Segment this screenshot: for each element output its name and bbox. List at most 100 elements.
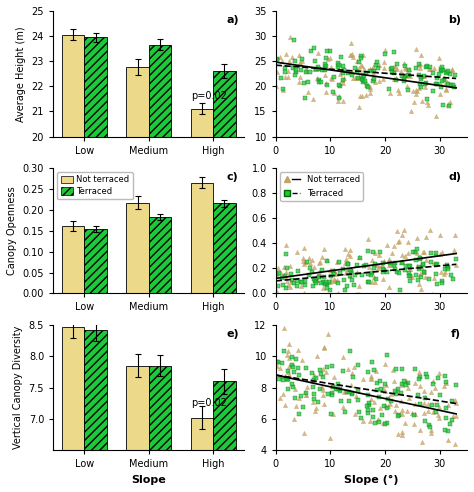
Point — [432, 408, 439, 416]
Point — [294, 346, 301, 354]
Point — [427, 426, 435, 434]
Point — [304, 88, 312, 96]
Point — [329, 267, 337, 275]
Point — [358, 75, 365, 83]
Point — [420, 72, 428, 80]
Point — [398, 405, 406, 413]
Point — [367, 395, 375, 402]
Point — [293, 248, 301, 256]
Point — [318, 253, 326, 261]
Point — [412, 90, 419, 98]
Point — [398, 231, 406, 239]
Point — [417, 254, 424, 262]
Point — [436, 392, 444, 400]
Point — [339, 69, 347, 77]
Point — [377, 248, 384, 256]
Point — [398, 72, 406, 80]
Point — [418, 73, 425, 81]
Point — [354, 397, 361, 404]
Point — [310, 398, 317, 405]
Point — [448, 66, 456, 74]
Point — [285, 362, 293, 369]
Point — [283, 374, 291, 382]
Point — [364, 369, 372, 376]
Text: e): e) — [226, 329, 239, 338]
Point — [451, 231, 458, 239]
Point — [448, 416, 456, 424]
Point — [319, 366, 327, 373]
Point — [365, 83, 372, 91]
Point — [398, 365, 405, 373]
Point — [361, 262, 368, 270]
Point — [290, 369, 298, 376]
Point — [393, 227, 401, 235]
Point — [451, 396, 458, 403]
Point — [359, 375, 367, 383]
Point — [336, 269, 344, 277]
Point — [288, 353, 296, 361]
Point — [433, 74, 441, 82]
Point — [375, 418, 383, 426]
Point — [401, 72, 409, 80]
Point — [355, 362, 362, 369]
Point — [429, 380, 437, 388]
Point — [320, 65, 328, 73]
Point — [295, 395, 303, 402]
Point — [448, 397, 456, 405]
Point — [364, 405, 372, 413]
Point — [375, 251, 383, 259]
Point — [297, 66, 304, 74]
Point — [280, 263, 287, 271]
Point — [277, 74, 285, 82]
Point — [415, 71, 423, 79]
Point — [381, 388, 389, 396]
Point — [355, 103, 363, 111]
Point — [312, 65, 320, 73]
Point — [398, 410, 406, 418]
Point — [388, 397, 395, 405]
Point — [313, 404, 320, 412]
Point — [299, 57, 306, 65]
Point — [334, 385, 342, 393]
Point — [404, 379, 411, 387]
Point — [380, 466, 388, 474]
Point — [347, 266, 355, 274]
Point — [329, 383, 337, 391]
Point — [373, 61, 380, 68]
Point — [411, 365, 419, 373]
Point — [349, 54, 356, 62]
Point — [300, 289, 307, 297]
Point — [354, 74, 361, 82]
Point — [441, 76, 448, 84]
Point — [394, 430, 402, 438]
Point — [298, 282, 305, 290]
Point — [418, 263, 425, 271]
Point — [387, 65, 394, 73]
Point — [409, 273, 416, 280]
Point — [292, 355, 300, 363]
Point — [309, 268, 316, 276]
Point — [398, 67, 405, 75]
Point — [439, 65, 447, 73]
Point — [392, 407, 399, 415]
Point — [372, 260, 379, 268]
Point — [273, 270, 281, 278]
Point — [446, 98, 454, 106]
Point — [379, 384, 387, 392]
Point — [272, 286, 280, 294]
Point — [272, 271, 280, 278]
Point — [428, 69, 436, 77]
Point — [291, 36, 298, 44]
Point — [373, 386, 381, 394]
Point — [357, 415, 365, 423]
Point — [369, 248, 377, 256]
Point — [371, 366, 378, 374]
Point — [438, 63, 446, 71]
Point — [320, 344, 328, 352]
Point — [330, 266, 337, 274]
Point — [432, 249, 439, 257]
Point — [398, 251, 406, 259]
Point — [442, 69, 450, 77]
Point — [406, 272, 413, 280]
Point — [382, 400, 389, 408]
